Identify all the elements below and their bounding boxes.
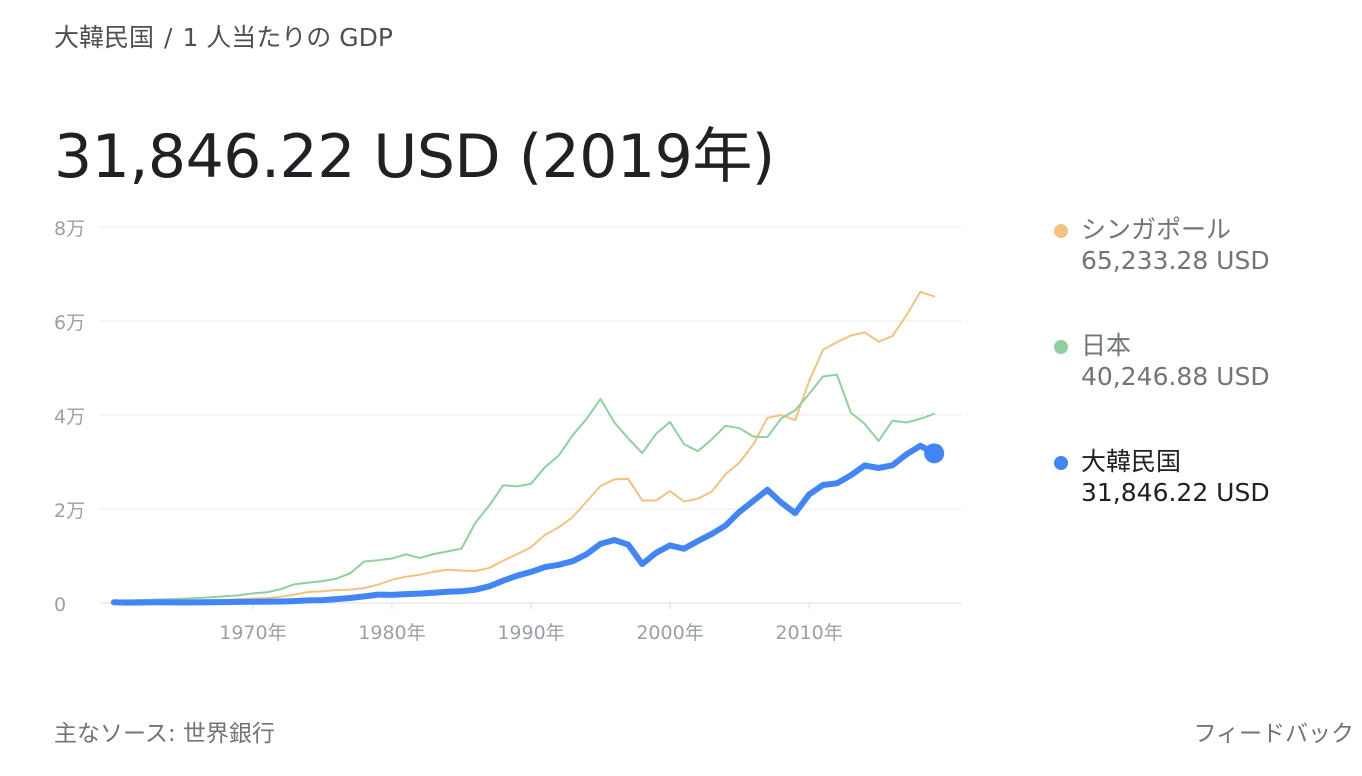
x-tick-label: 2010年 [775, 622, 842, 644]
source-note: 主なソース: 世界銀行 [54, 721, 275, 747]
series-line-日本[interactable] [112, 373, 936, 602]
legend-dot-icon [1054, 340, 1068, 354]
breadcrumb-country[interactable]: 大韓民国 [54, 23, 155, 52]
axis-labels: 0 2万 4万 6万 8万 1970年 1980年 1990年 2000年 2010年 [54, 218, 843, 644]
y-tick-label: 6万 [54, 312, 85, 334]
headline-value: 31,846.22 USD (2019年) [54, 122, 775, 192]
x-tick-label: 1990年 [497, 622, 564, 644]
grid-layer [100, 226, 962, 609]
x-tick-label: 1970年 [219, 622, 286, 644]
legend-dot-icon [1054, 456, 1068, 470]
feedback-link[interactable]: フィードバック [1193, 721, 1354, 747]
legend-name: 大韓民国 [1081, 447, 1182, 476]
breadcrumb-metric: 1 人当たりの GDP [182, 23, 393, 52]
series-line-大韓民国[interactable] [110, 442, 938, 606]
breadcrumb-separator: / [164, 23, 173, 52]
x-tick-label: 2000年 [636, 622, 703, 644]
y-tick-label: 2万 [54, 500, 85, 522]
legend-dot-icon [1054, 224, 1068, 238]
y-tick-label: 0 [54, 594, 66, 616]
legend-value: 40,246.88 USD [1081, 362, 1270, 391]
legend-value: 65,233.28 USD [1081, 246, 1270, 275]
y-tick-label: 4万 [54, 406, 85, 428]
highlight-point[interactable] [924, 443, 945, 464]
series-layer [110, 290, 938, 606]
y-tick-label: 8万 [54, 218, 85, 240]
highlight-layer [924, 443, 945, 464]
breadcrumb: 大韓民国 / 1 人当たりの GDP [54, 18, 393, 54]
legend-name: シンガポール [1081, 215, 1232, 244]
legend-name: 日本 [1081, 331, 1132, 360]
x-tick-label: 1980年 [358, 622, 425, 644]
series-line-シンガポール[interactable] [112, 290, 936, 602]
legend-value: 31,846.22 USD [1081, 478, 1270, 507]
